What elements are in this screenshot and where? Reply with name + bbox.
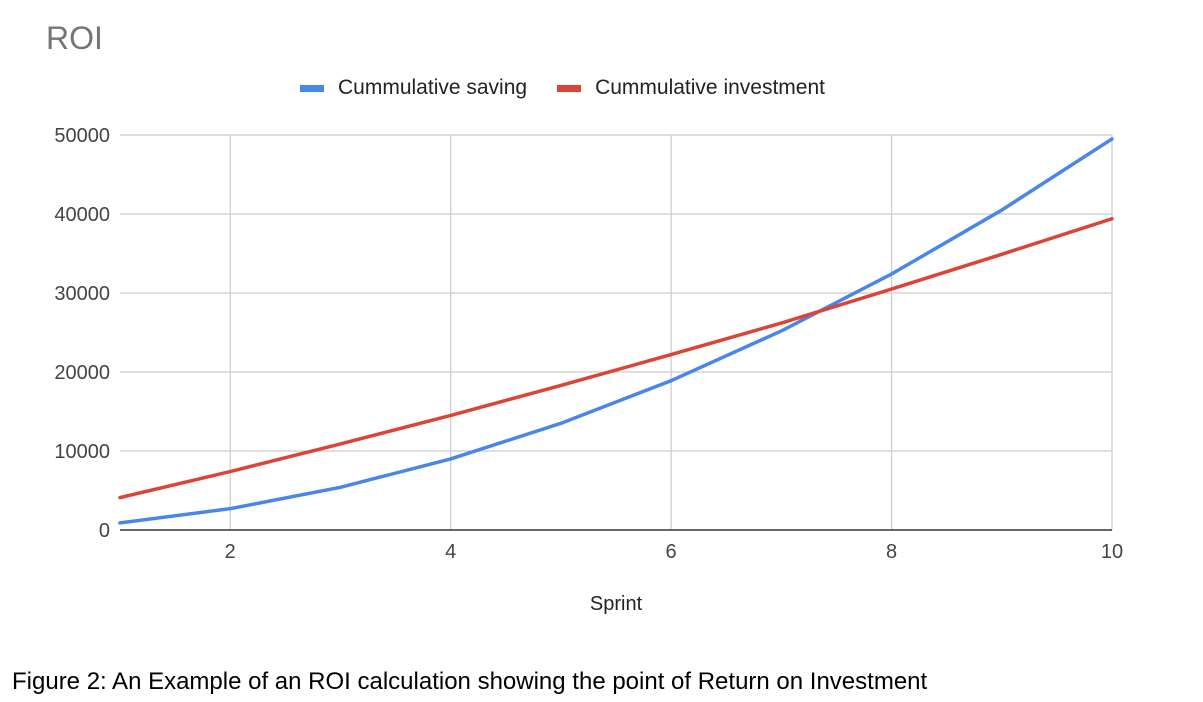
x-tick-label: 10 — [1101, 541, 1123, 563]
x-axis-title: Sprint — [590, 593, 643, 615]
series-lines — [118, 137, 1114, 525]
y-tick-label: 0 — [99, 520, 110, 542]
gridlines — [120, 134, 1113, 531]
x-tick-labels: 2 4 6 8 10 — [225, 541, 1123, 563]
chart-title: ROI — [46, 20, 103, 56]
y-tick-label: 10000 — [54, 441, 110, 463]
figure-caption: Figure 2: An Example of an ROI calculati… — [12, 668, 928, 695]
legend-swatch-investment — [557, 84, 582, 92]
legend-label-saving: Cummulative saving — [338, 76, 528, 99]
series-line-investment — [118, 216, 1114, 500]
y-tick-labels: 0 10000 20000 30000 40000 50000 — [54, 125, 110, 542]
x-tick-label: 8 — [886, 541, 897, 563]
y-tick-label: 40000 — [54, 204, 110, 226]
y-tick-label: 50000 — [54, 125, 110, 147]
x-tick-label: 4 — [445, 541, 456, 563]
legend-item-saving: Cummulative saving — [300, 76, 527, 100]
legend: Cummulative saving Cummulative investmen… — [300, 76, 855, 100]
y-tick-label: 30000 — [54, 283, 110, 305]
x-tick-label: 6 — [666, 541, 677, 563]
y-tick-label: 20000 — [54, 362, 110, 384]
legend-label-investment: Cummulative investment — [595, 76, 825, 99]
series-line-saving — [118, 137, 1114, 525]
legend-item-investment: Cummulative investment — [557, 76, 825, 100]
legend-swatch-saving — [300, 84, 324, 92]
x-tick-label: 2 — [225, 541, 236, 563]
